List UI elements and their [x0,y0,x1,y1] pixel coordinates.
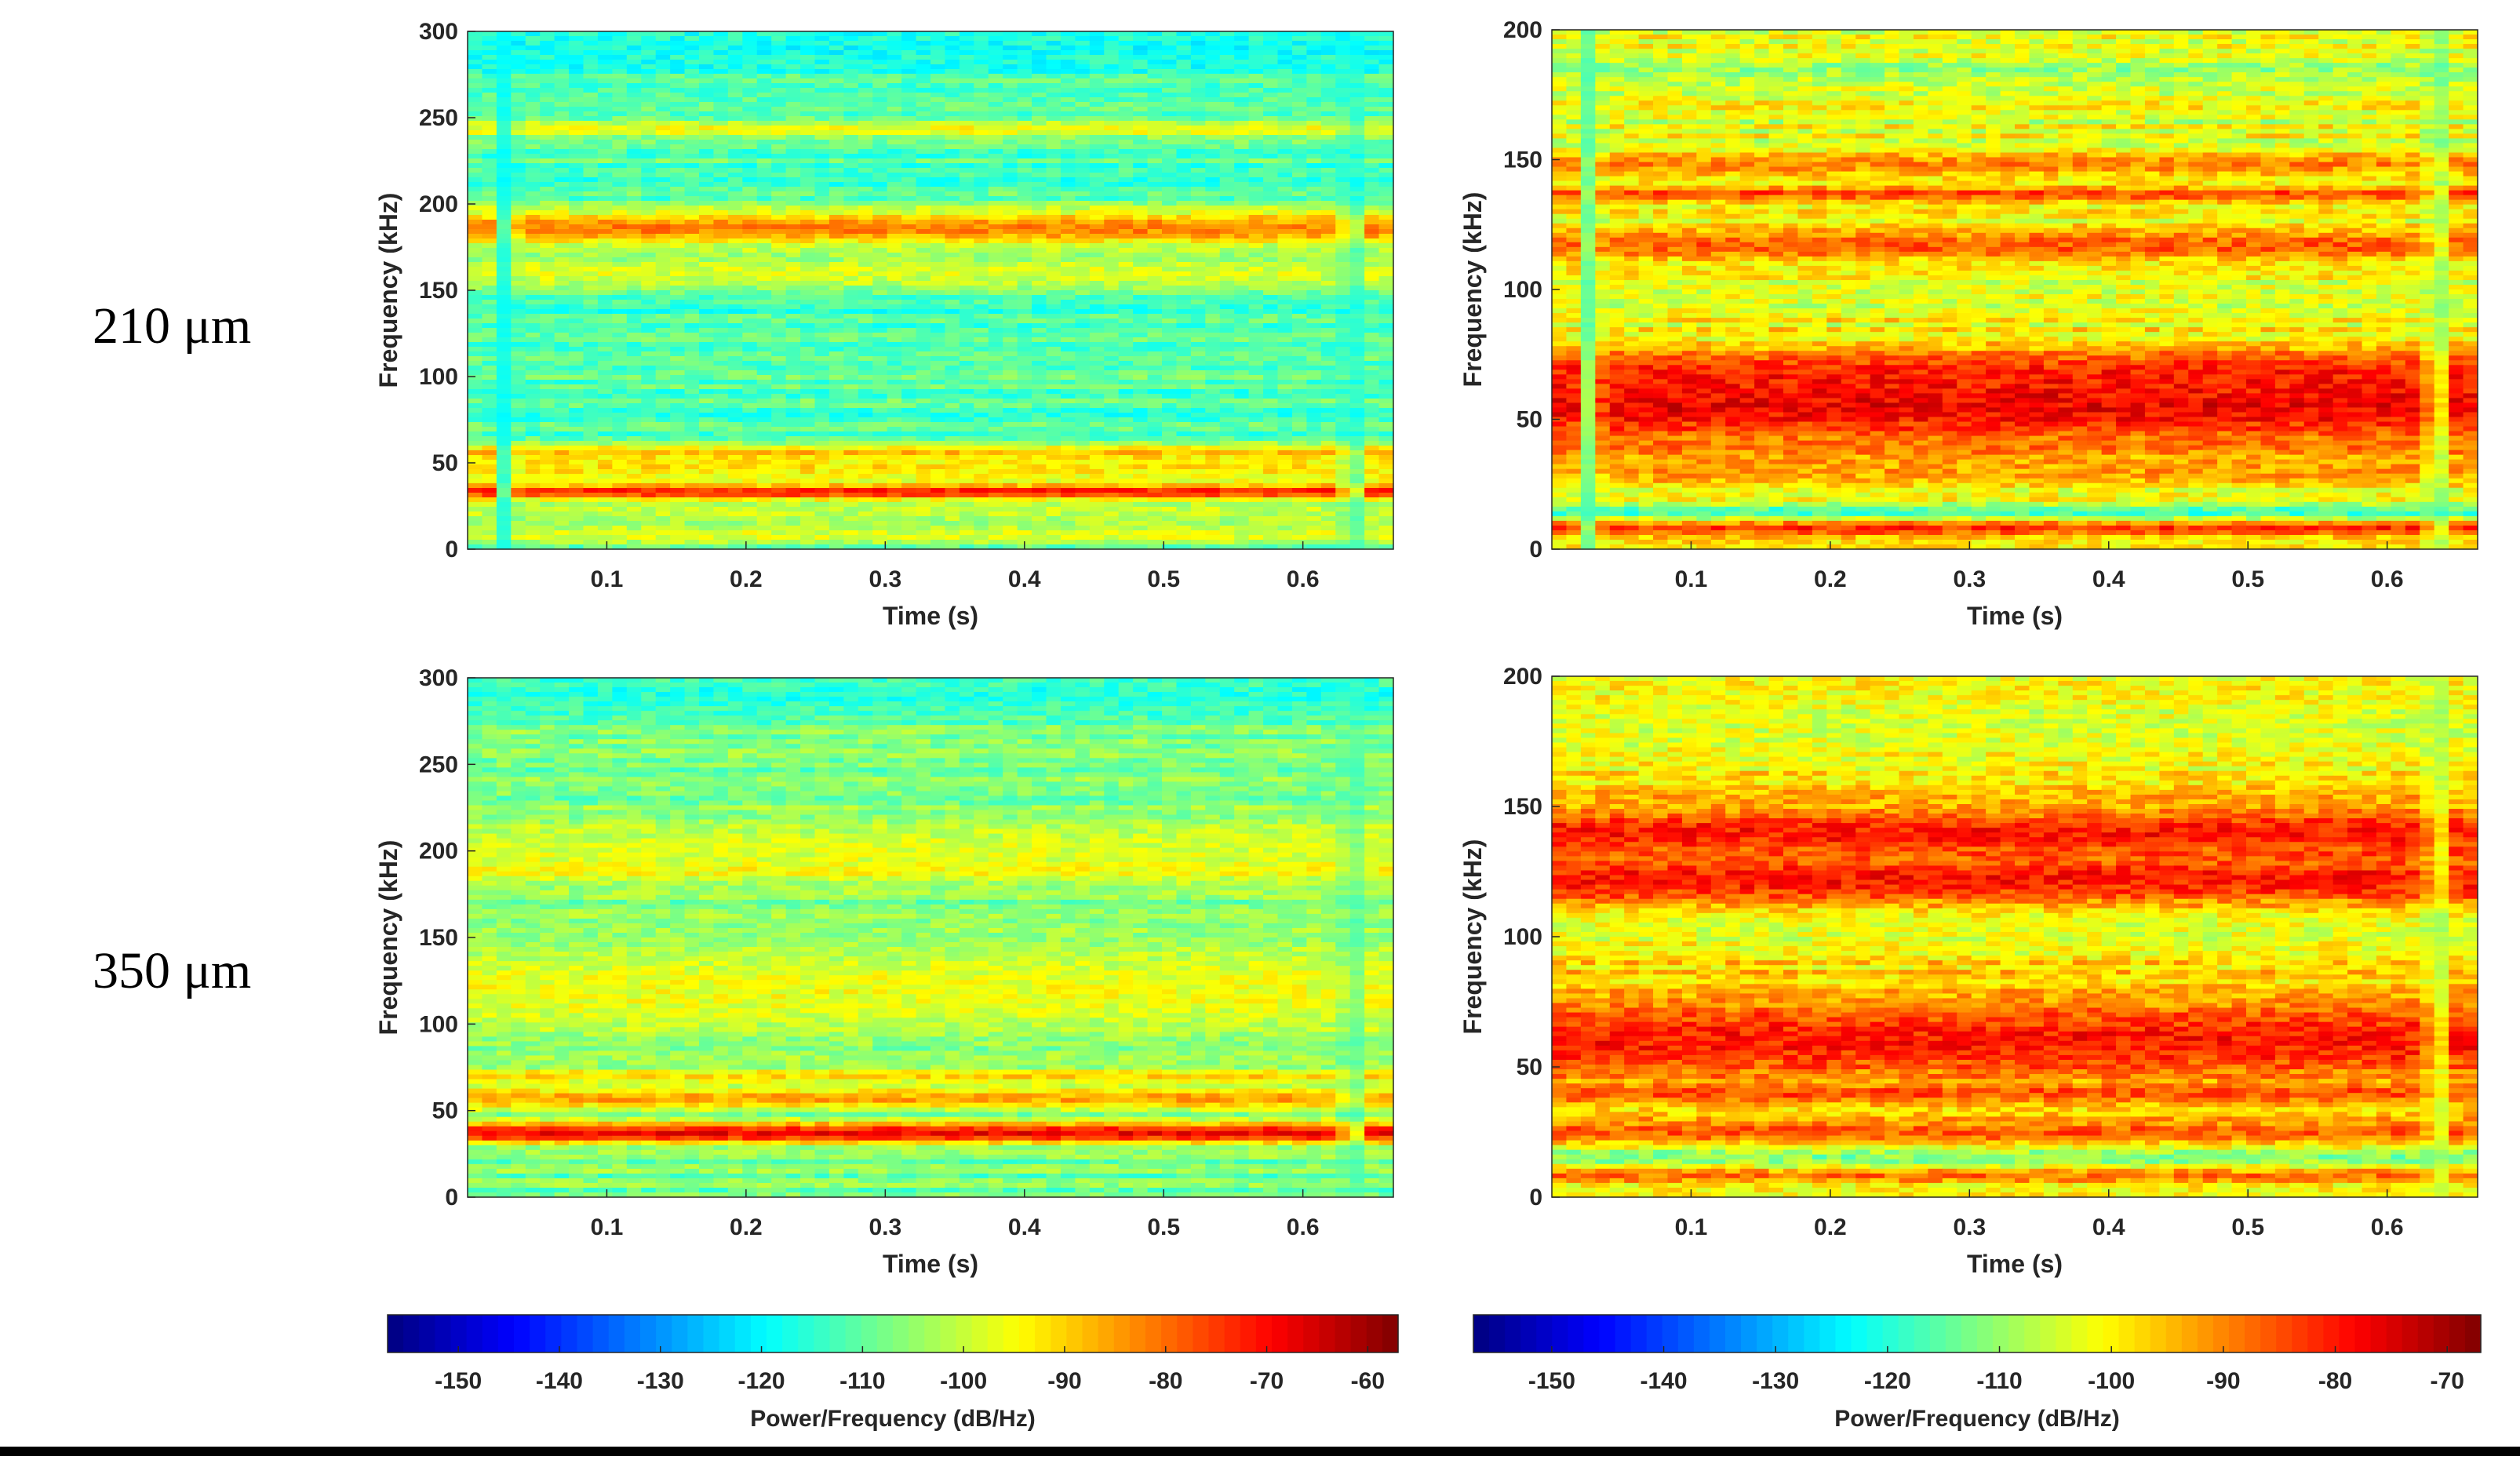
colorbar-tick-label: -150 [1528,1368,1575,1394]
colorbar-tick-label: -110 [1976,1368,2022,1394]
bottom-rule [0,1447,2520,1456]
colorbar-tick-label: -70 [2431,1368,2464,1394]
colorbar-tick-label: -100 [2088,1368,2135,1394]
colorbar-right-svg: -150 -140 -130 -120 -110 -100 -90 -80 -70 Power/F… [0,0,2520,1478]
colorbar-tick-label: -140 [1641,1368,1688,1394]
colorbar-tick-label: -120 [1864,1368,1911,1394]
colorbar-tick-label: -90 [2206,1368,2240,1394]
colorbar-right-gradient [1473,1315,2482,1352]
colorbar-tick-label: -130 [1752,1368,1799,1394]
colorbar-label: Power/Frequency (dB/Hz) [1834,1406,2119,1432]
colorbar-tick-label: -80 [2318,1368,2352,1394]
